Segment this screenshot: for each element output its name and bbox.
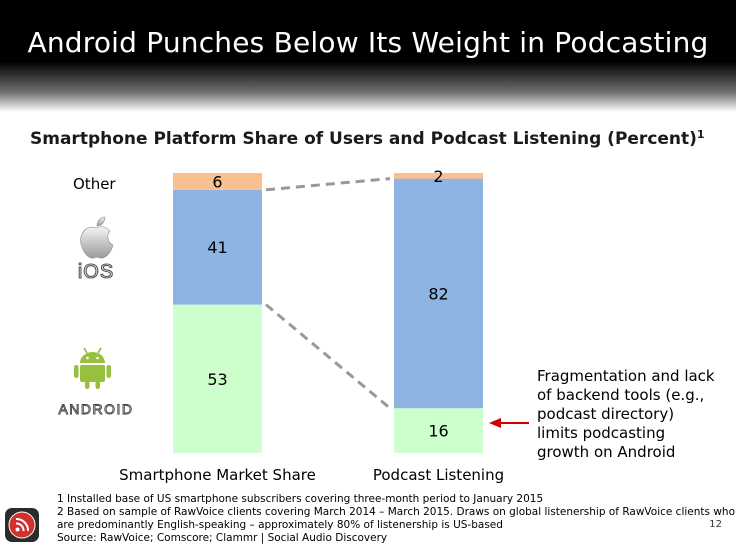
data-label-other: 2 bbox=[433, 167, 443, 186]
title-banner: Android Punches Below Its Weight in Podc… bbox=[0, 0, 736, 112]
annotation-arrow bbox=[489, 418, 529, 428]
annotation-text: Fragmentation and lack of backend tools … bbox=[537, 367, 715, 461]
connector-line bbox=[265, 177, 391, 192]
rss-feed-logo-icon bbox=[5, 508, 39, 542]
bar-segment-ios bbox=[173, 189, 262, 305]
connector-lines bbox=[265, 177, 391, 410]
bar-group: 53 41 6 16 82 2 bbox=[173, 167, 483, 453]
footnotes: 1 Installed base of US smartphone subscr… bbox=[57, 493, 735, 545]
category-label: Smartphone Market Share bbox=[119, 466, 316, 484]
bar-segment-android bbox=[173, 304, 262, 453]
data-label-ios: 41 bbox=[207, 238, 227, 257]
data-label-ios: 82 bbox=[428, 284, 448, 303]
footnote-line: 1 Installed base of US smartphone subscr… bbox=[57, 493, 544, 505]
bar-segment-android bbox=[394, 408, 483, 453]
slide-title: Android Punches Below Its Weight in Podc… bbox=[27, 26, 709, 59]
data-label-android: 53 bbox=[207, 370, 227, 389]
svg-text:iOS: iOS bbox=[78, 261, 114, 283]
data-label-android: 16 bbox=[428, 422, 448, 441]
page-number: 12 bbox=[709, 519, 722, 530]
bar-segment-other bbox=[394, 173, 483, 179]
footnote-line: Source: RawVoice; Comscore; Clammr | Soc… bbox=[57, 532, 388, 544]
svg-text:ANDROID: ANDROID bbox=[58, 401, 133, 417]
legend-other-label: Other bbox=[73, 175, 116, 193]
bar-segment-other bbox=[173, 173, 262, 190]
android-robot-logo-icon: ANDROID bbox=[58, 347, 133, 417]
footnote-line: are predominantly English-speaking – app… bbox=[57, 519, 503, 531]
connector-line bbox=[265, 303, 391, 410]
chart-title: Smartphone Platform Share of Users and P… bbox=[30, 128, 705, 149]
category-labels: Smartphone Market Share Podcast Listening bbox=[119, 466, 504, 484]
chart-title-footnote-marker: 1 bbox=[696, 128, 705, 141]
bar-segment-ios bbox=[394, 178, 483, 409]
footnote-line: 2 Based on sample of RawVoice clients co… bbox=[57, 506, 735, 518]
chart-title-text: Smartphone Platform Share of Users and P… bbox=[30, 129, 697, 149]
data-label-other: 6 bbox=[212, 172, 222, 191]
apple-ios-logo-icon: iOS bbox=[77, 216, 114, 284]
category-label: Podcast Listening bbox=[373, 466, 504, 484]
